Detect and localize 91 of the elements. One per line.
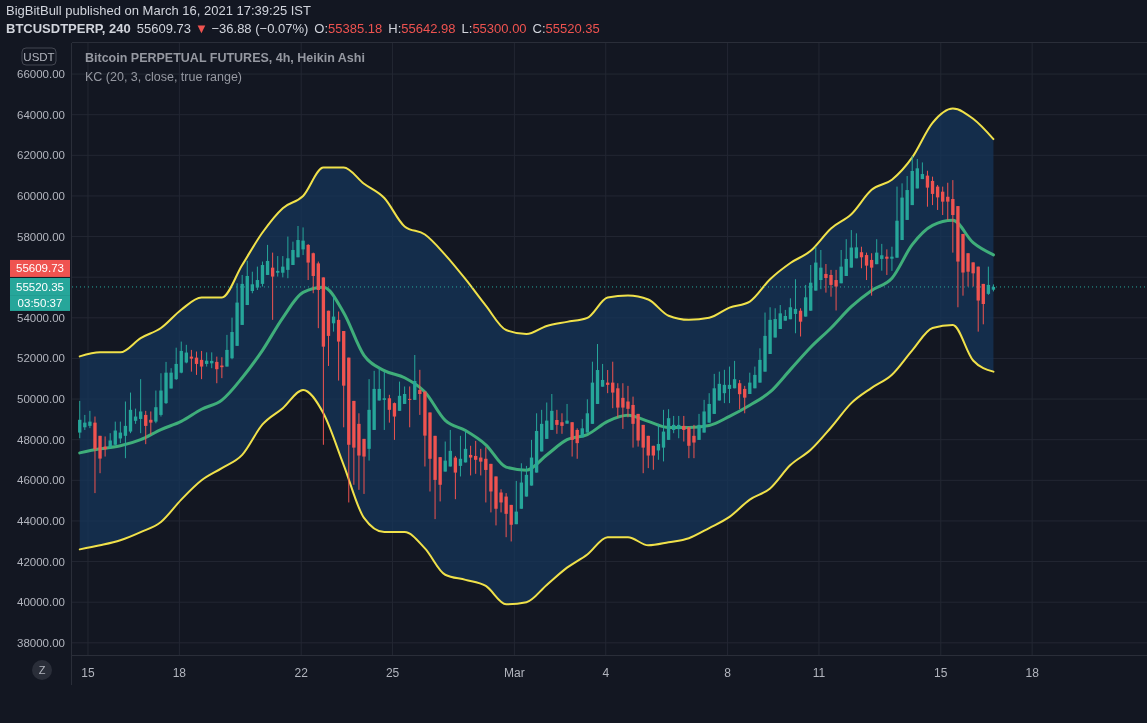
candlestick: [392, 402, 397, 441]
candlestick: [885, 248, 889, 276]
y-tick-label: 46000.00: [17, 474, 65, 487]
text: Bitcoin PERPETUAL FUTURES, 4h, Heikin Ashi: [85, 51, 365, 65]
candlestick: [707, 392, 711, 424]
candlestick: [474, 440, 478, 475]
y-axis-title: USDT: [23, 51, 55, 64]
candlestick: [88, 410, 92, 429]
candlestick: [448, 429, 452, 467]
candlestick: [524, 465, 529, 498]
candlestick: [646, 435, 650, 469]
candlestick: [336, 311, 341, 382]
text: KC (20, 3, close, true range): [85, 70, 243, 84]
candlestick: [199, 350, 204, 380]
candlestick: [149, 410, 153, 436]
candlestick: [408, 385, 412, 428]
y-tick-label: 44000.00: [17, 514, 65, 527]
y-tick-label: 38000.00: [17, 636, 65, 649]
candlestick: [778, 304, 782, 330]
candlestick: [986, 266, 991, 296]
text: Z: [38, 663, 46, 676]
y-tick-label: 42000.00: [17, 555, 65, 568]
candlestick: [585, 398, 590, 434]
x-tick-label: 18: [172, 666, 187, 681]
x-tick-label: 22: [294, 666, 309, 681]
candlestick: [565, 403, 569, 425]
text: BTCUSDTPERP, 240: [6, 21, 131, 36]
line-series: [78, 323, 995, 606]
candlestick: [981, 283, 985, 325]
y-tick-label: 60000.00: [17, 189, 65, 202]
x-tick-label: 18: [1025, 666, 1040, 681]
x-tick-label: 15: [81, 666, 95, 681]
candlestick: [616, 382, 620, 419]
text: ▼ −36.88 (−0.07%): [194, 21, 309, 36]
candlestick: [600, 363, 605, 388]
text: 03:50:37: [17, 297, 63, 310]
candlestick: [413, 354, 417, 401]
candlestick: [743, 385, 747, 414]
candlestick: [382, 371, 386, 431]
x-tick-label: 25: [385, 666, 400, 681]
text: 55609.73: [136, 21, 191, 36]
candlestick: [570, 421, 574, 458]
candlestick: [123, 401, 128, 459]
candlestick: [250, 271, 255, 294]
x-tick-label: Mar: [504, 666, 525, 681]
text: BigBitBull published on March 16, 2021 17:39:25 IST: [6, 3, 312, 18]
candlestick: [849, 229, 853, 269]
candlestick: [641, 424, 645, 474]
x-tick-label: 11: [812, 666, 826, 681]
candlestick: [864, 252, 869, 281]
candlestick: [925, 170, 930, 208]
y-tick-label: 58000.00: [17, 230, 65, 243]
candlestick: [509, 504, 513, 542]
candlestick: [666, 408, 671, 441]
y-tick-label: 62000.00: [17, 149, 65, 162]
candlestick: [839, 249, 843, 284]
candlestick: [941, 186, 945, 216]
ref-line-label: 55520.35: [16, 280, 64, 293]
y-tick-label: 40000.00: [17, 596, 65, 609]
candlestick: [468, 445, 473, 476]
candlestick: [306, 243, 310, 281]
candlestick: [138, 378, 143, 434]
y-tick-label: 66000.00: [17, 68, 65, 81]
candlestick: [128, 392, 133, 434]
candlestick: [311, 252, 315, 294]
x-tick-label: 8: [724, 666, 732, 681]
text: O:55385.18 H:55642.98 L:55300.00 C:55520.35: [314, 21, 600, 36]
x-tick-label: 15: [934, 666, 948, 681]
candlestick: [453, 455, 458, 500]
y-tick-label: 64000.00: [17, 108, 65, 121]
x-tick-label: 4: [602, 666, 610, 681]
y-tick-label: 52000.00: [17, 352, 65, 365]
candlestick: [276, 255, 280, 278]
candlestick: [397, 381, 402, 412]
candlestick: [819, 249, 823, 290]
candlestick: [915, 158, 919, 189]
candlestick: [611, 361, 615, 409]
text: 55609.73: [16, 262, 64, 275]
candlestick: [281, 255, 285, 278]
y-tick-label: 50000.00: [17, 393, 65, 406]
candlestick: [270, 252, 275, 321]
candlestick: [880, 243, 884, 272]
line-series: [78, 218, 995, 472]
y-tick-label: 54000.00: [17, 311, 65, 324]
candlestick: [78, 400, 82, 439]
candlestick: [179, 341, 183, 374]
y-tick-label: 48000.00: [17, 433, 65, 446]
candlestick: [946, 182, 950, 221]
line-series: [78, 107, 995, 358]
candlestick: [387, 394, 392, 424]
candlestick: [869, 252, 874, 297]
